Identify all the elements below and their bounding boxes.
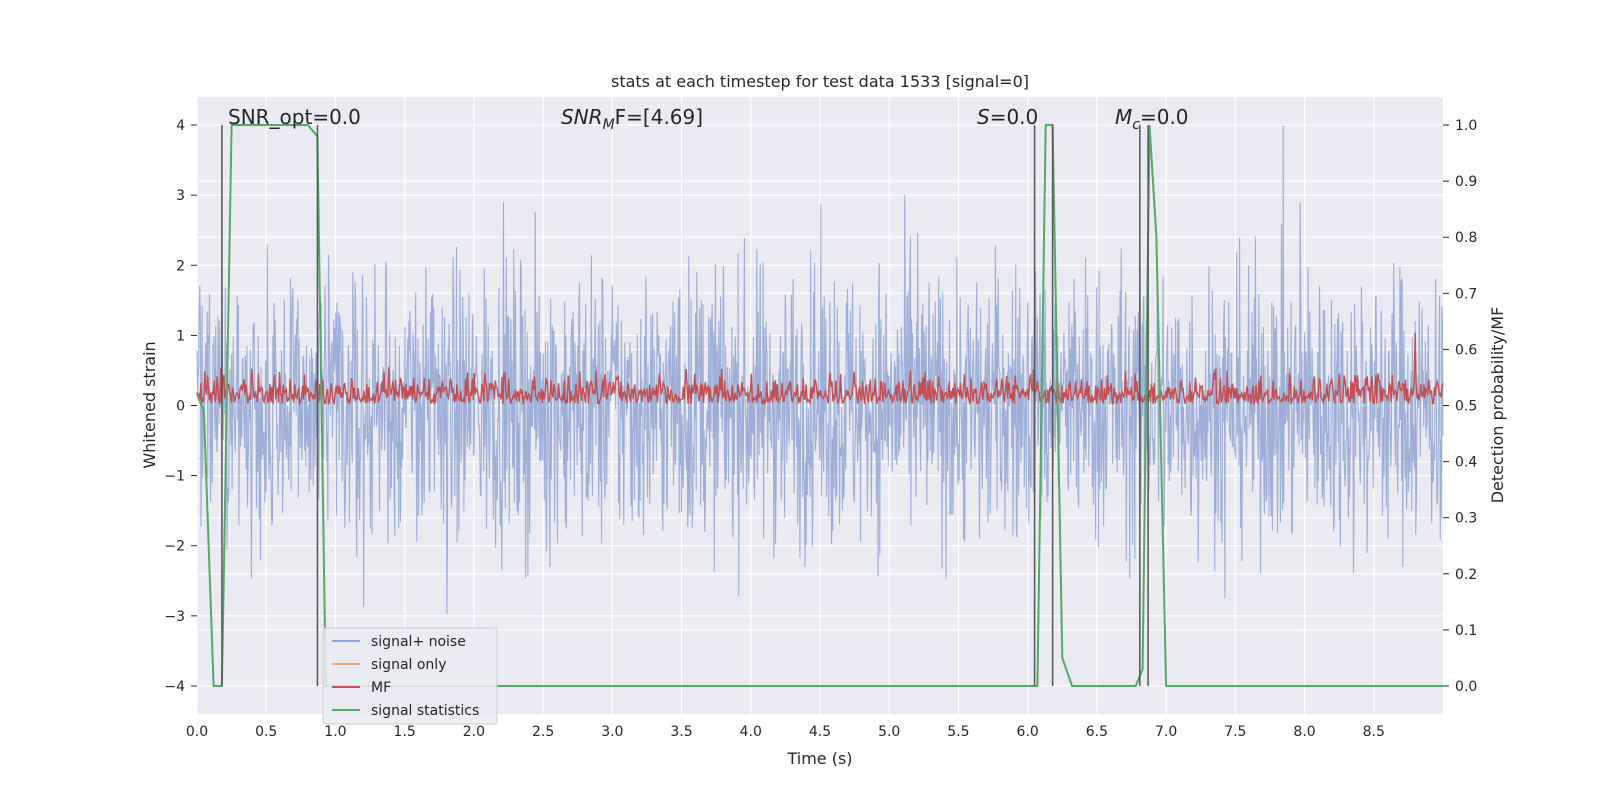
x-axis-label: Time (s) <box>786 749 852 768</box>
y2-tick-label: 0.0 <box>1455 679 1477 695</box>
annotation-snr-mf-sub: M <box>603 117 615 133</box>
annotation-snr-mf: SNRMF=[4.69] <box>561 105 703 133</box>
x-tick-label: 2.5 <box>532 724 554 740</box>
annotation-mc: Mc=0.0 <box>1115 105 1189 133</box>
annotation-s-rest: =0.0 <box>990 105 1039 129</box>
legend: signal+ noise signal only MF signal stat… <box>322 627 498 725</box>
y2-tick-label: 0.1 <box>1455 623 1477 639</box>
x-tick-label: 5.5 <box>947 724 969 740</box>
legend-label-mf: MF <box>371 680 391 696</box>
y2-tick-label: 0.7 <box>1455 286 1477 302</box>
x-tick-label: 8.0 <box>1293 724 1315 740</box>
x-tick-label: 4.5 <box>809 724 831 740</box>
y-tick-label: −4 <box>164 679 185 695</box>
y2-tick-label: 0.3 <box>1455 511 1477 527</box>
signal-statistics-line <box>196 124 1443 687</box>
y2-tick-label: 0.2 <box>1455 567 1477 583</box>
x-tick-label: 6.0 <box>1017 724 1039 740</box>
y2-tick-label: 0.5 <box>1455 399 1477 415</box>
y-axis-label: Whitened strain <box>140 341 159 468</box>
y-tick-label: 1 <box>176 328 185 344</box>
legend-label-signal-statistics: signal statistics <box>371 703 479 719</box>
y-tick-label: −3 <box>164 609 185 625</box>
x-tick-label: 4.0 <box>740 724 762 740</box>
x-tick-label: 5.0 <box>878 724 900 740</box>
y-tick-label: 4 <box>176 118 185 134</box>
x-tick-label: 1.0 <box>324 724 346 740</box>
y-tick-label: −2 <box>164 539 185 555</box>
x-tick-label: 6.5 <box>1086 724 1108 740</box>
annotation-snr-mf-rest: F=[4.69] <box>615 105 703 129</box>
chart-title: stats at each timestep for test data 153… <box>611 72 1029 91</box>
y2-tick-label: 1.0 <box>1455 118 1477 134</box>
x-tick-label: 3.0 <box>601 724 623 740</box>
annotation-mc-base: M <box>1115 105 1132 129</box>
legend-label-signal-only: signal only <box>371 657 446 673</box>
y2-tick-label: 0.9 <box>1455 174 1477 190</box>
y2-tick-label: 0.8 <box>1455 230 1477 246</box>
x-tick-label: 7.5 <box>1224 724 1246 740</box>
y-tick-label: −1 <box>164 469 185 485</box>
y-tick-label: 3 <box>176 188 185 204</box>
y2-tick-label: 0.6 <box>1455 342 1477 358</box>
noise-line <box>196 124 1444 614</box>
x-tick-label: 2.0 <box>463 724 485 740</box>
y-tick-label: 0 <box>176 399 185 415</box>
annotation-s: S=0.0 <box>977 105 1038 129</box>
annotation-s-base: S <box>977 105 990 129</box>
y-tick-label: 2 <box>176 258 185 274</box>
annotation-snr-mf-base: SNR <box>561 105 603 129</box>
x-tick-label: 1.5 <box>394 724 416 740</box>
annotation-mc-rest: =0.0 <box>1140 105 1189 129</box>
annotation-snr-opt: SNR_opt=0.0 <box>228 105 361 129</box>
tick-layer: 0.0 0.5 1.0 1.5 2.0 2.5 3.0 3.5 4.0 4.5 5.0 5.5 6.0 6… <box>164 118 1477 740</box>
vertical-markers <box>221 125 1149 686</box>
x-tick-label: 3.5 <box>670 724 692 740</box>
x-tick-label: 0.0 <box>186 724 208 740</box>
signal-statistics-series <box>196 124 1443 687</box>
y2-axis-label: Detection probability/MF <box>1488 307 1507 504</box>
x-tick-label: 8.5 <box>1363 724 1385 740</box>
annotation-mc-sub: c <box>1132 117 1140 133</box>
noise-series <box>196 124 1444 614</box>
legend-label-noise: signal+ noise <box>371 634 466 650</box>
y2-tick-label: 0.4 <box>1455 455 1477 471</box>
legend-box <box>322 627 498 725</box>
mf-series <box>196 332 1444 407</box>
mf-line <box>196 332 1444 407</box>
x-tick-label: 0.5 <box>255 724 277 740</box>
x-tick-label: 7.0 <box>1155 724 1177 740</box>
